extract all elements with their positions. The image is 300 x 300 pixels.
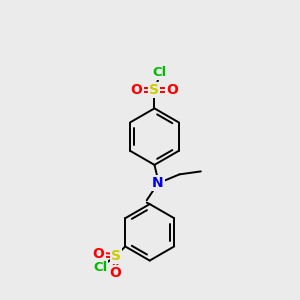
Text: S: S — [111, 249, 121, 263]
Text: O: O — [110, 266, 121, 280]
Text: Cl: Cl — [93, 261, 108, 274]
Text: O: O — [167, 83, 178, 97]
Text: N: N — [152, 176, 164, 190]
Text: O: O — [93, 247, 105, 261]
Text: O: O — [131, 83, 142, 97]
Text: S: S — [149, 83, 160, 97]
Text: Cl: Cl — [153, 66, 167, 79]
